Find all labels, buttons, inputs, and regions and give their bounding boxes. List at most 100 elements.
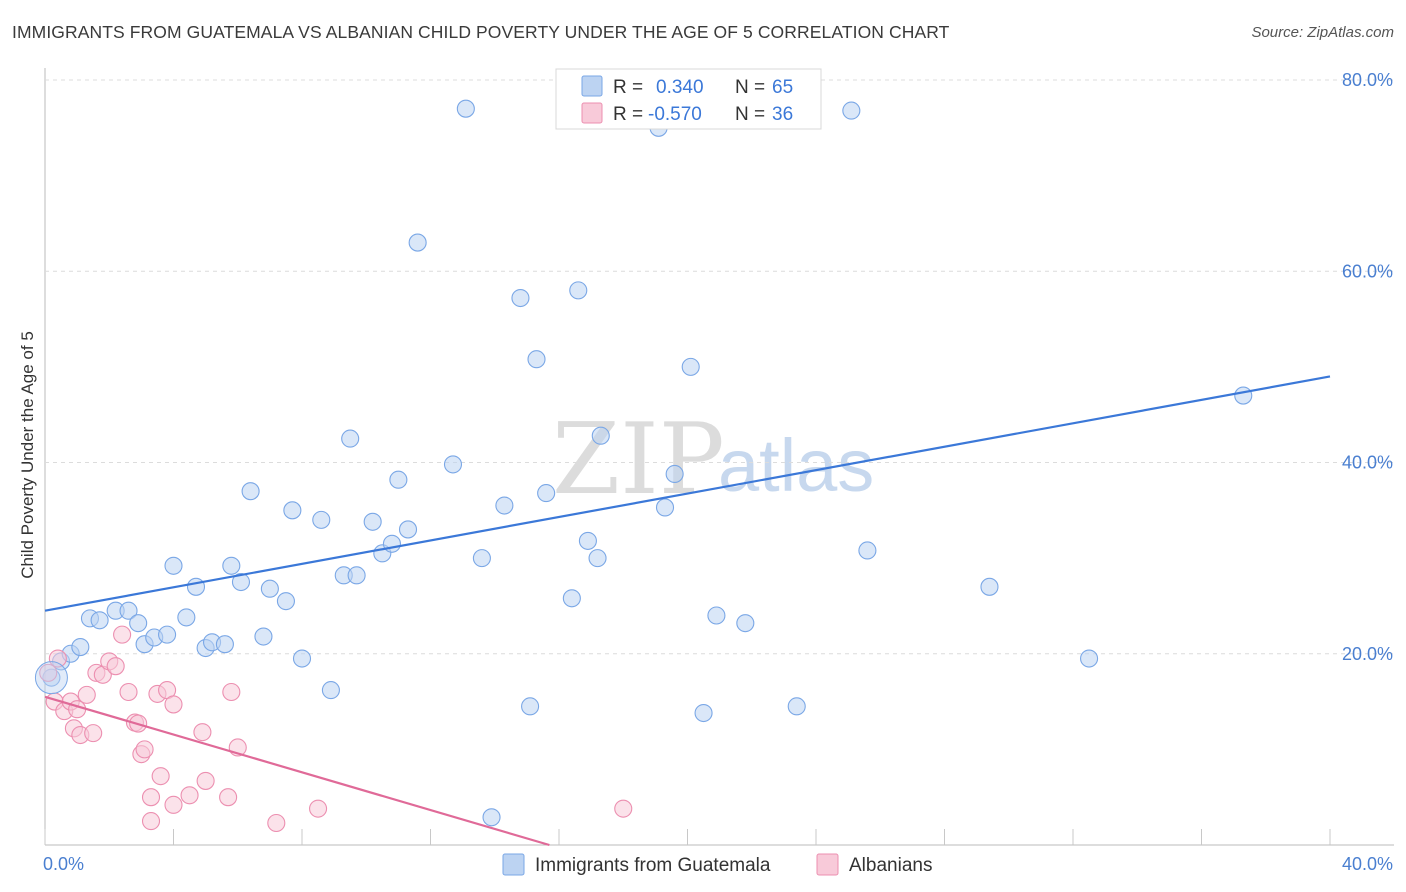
point-albanians bbox=[164, 695, 183, 714]
point-albanians bbox=[68, 700, 87, 719]
point-guatemala bbox=[292, 649, 312, 668]
point-guatemala bbox=[231, 572, 251, 592]
point-guatemala bbox=[186, 577, 206, 596]
point-albanians bbox=[614, 799, 633, 818]
point-guatemala bbox=[482, 808, 501, 827]
y-tick-label: 20.0% bbox=[1342, 644, 1393, 664]
point-guatemala bbox=[707, 606, 726, 625]
legend: R = 0.340 N = 65 R = -0.570 N = 36 bbox=[555, 68, 822, 130]
point-guatemala bbox=[241, 482, 260, 501]
y-tick-label: 80.0% bbox=[1342, 70, 1393, 90]
point-guatemala bbox=[858, 541, 877, 560]
point-albanians bbox=[219, 788, 238, 807]
point-albanians bbox=[309, 799, 328, 818]
point-guatemala bbox=[527, 350, 546, 369]
trend-lines bbox=[44, 375, 1331, 847]
point-guatemala bbox=[177, 608, 196, 627]
point-guatemala bbox=[408, 233, 427, 252]
point-guatemala bbox=[260, 579, 279, 598]
y-tick-labels: 20.0% 40.0% 60.0% 80.0% bbox=[1342, 70, 1393, 664]
y-axis-title: Child Poverty Under the Age of 5 bbox=[18, 331, 37, 579]
point-guatemala bbox=[562, 589, 581, 608]
point-guatemala bbox=[588, 549, 607, 568]
point-albanians bbox=[151, 767, 170, 786]
x-tick-labels: 0.0% 40.0% bbox=[43, 854, 1393, 874]
point-guatemala bbox=[276, 592, 295, 611]
legend-r-value-2: -0.570 bbox=[648, 104, 702, 125]
legend-swatch-albanians bbox=[581, 102, 603, 124]
chart-title: IMMIGRANTS FROM GUATEMALA VS ALBANIAN CH… bbox=[12, 22, 950, 42]
point-guatemala bbox=[495, 496, 514, 515]
point-guatemala bbox=[980, 577, 999, 596]
point-albanians bbox=[164, 795, 183, 814]
y-tick-label: 40.0% bbox=[1342, 453, 1393, 473]
point-guatemala bbox=[511, 288, 530, 308]
point-guatemala bbox=[456, 99, 475, 118]
point-guatemala bbox=[681, 357, 700, 376]
point-guatemala bbox=[363, 512, 382, 531]
point-guatemala bbox=[842, 101, 861, 120]
point-guatemala bbox=[591, 426, 610, 445]
point-albanians bbox=[135, 740, 154, 759]
point-guatemala bbox=[90, 611, 109, 630]
trend-line-albanians bbox=[44, 695, 550, 847]
point-albanians bbox=[196, 771, 215, 790]
point-guatemala bbox=[1234, 386, 1253, 405]
point-albanians bbox=[222, 682, 241, 702]
series-legend-swatch-albanians bbox=[816, 853, 839, 876]
point-albanians bbox=[106, 657, 125, 676]
series-legend: Immigrants from Guatemala Albanians bbox=[502, 853, 932, 876]
watermark-zip: ZIP bbox=[552, 403, 725, 517]
point-guatemala bbox=[222, 556, 241, 575]
point-albanians bbox=[141, 812, 161, 831]
legend-swatch-guatemala bbox=[581, 75, 603, 97]
point-guatemala bbox=[655, 498, 675, 517]
point-guatemala bbox=[312, 510, 331, 529]
axes bbox=[44, 68, 1394, 846]
y-tick-label: 60.0% bbox=[1342, 261, 1393, 281]
point-guatemala bbox=[694, 703, 713, 723]
point-guatemala bbox=[215, 635, 234, 654]
series-legend-label-albanians: Albanians bbox=[849, 855, 932, 876]
point-albanians bbox=[39, 663, 58, 682]
series-legend-swatch-guatemala bbox=[502, 853, 525, 876]
trend-line-guatemala bbox=[44, 375, 1331, 612]
legend-r-label-2: R = bbox=[613, 104, 643, 125]
point-guatemala bbox=[119, 601, 138, 620]
point-guatemala bbox=[736, 614, 755, 633]
point-guatemala bbox=[787, 697, 806, 716]
point-guatemala bbox=[382, 534, 402, 553]
source-label: Source: ZipAtlas.com bbox=[1251, 24, 1394, 41]
legend-n-value-1: 65 bbox=[772, 77, 793, 98]
point-guatemala bbox=[71, 638, 90, 657]
point-guatemala bbox=[158, 625, 177, 644]
point-guatemala bbox=[283, 501, 302, 520]
point-albanians bbox=[77, 685, 96, 704]
point-guatemala-large bbox=[34, 661, 68, 695]
point-guatemala bbox=[472, 549, 491, 568]
series-legend-label-guatemala: Immigrants from Guatemala bbox=[535, 855, 771, 876]
point-guatemala bbox=[398, 520, 418, 539]
legend-r-value-1: 0.340 bbox=[656, 77, 704, 98]
watermark-atlas: atlas bbox=[718, 424, 874, 507]
point-albanians bbox=[141, 788, 161, 807]
point-albanians bbox=[193, 723, 212, 742]
point-guatemala bbox=[665, 464, 684, 484]
x-tick-label-max: 40.0% bbox=[1342, 854, 1393, 874]
point-guatemala bbox=[537, 484, 556, 503]
point-albanians bbox=[48, 649, 67, 668]
legend-r-label-1: R = bbox=[613, 77, 643, 98]
legend-n-value-2: 36 bbox=[772, 104, 793, 125]
point-guatemala bbox=[578, 531, 597, 550]
point-guatemala bbox=[347, 566, 366, 585]
x-tick-label-min: 0.0% bbox=[43, 854, 84, 874]
point-guatemala bbox=[521, 697, 540, 716]
point-guatemala bbox=[389, 470, 408, 489]
point-guatemala bbox=[254, 627, 273, 646]
point-guatemala bbox=[443, 455, 463, 474]
point-albanians bbox=[119, 682, 138, 702]
point-guatemala bbox=[164, 556, 183, 575]
point-guatemala bbox=[1080, 649, 1099, 668]
point-guatemala bbox=[129, 614, 148, 633]
